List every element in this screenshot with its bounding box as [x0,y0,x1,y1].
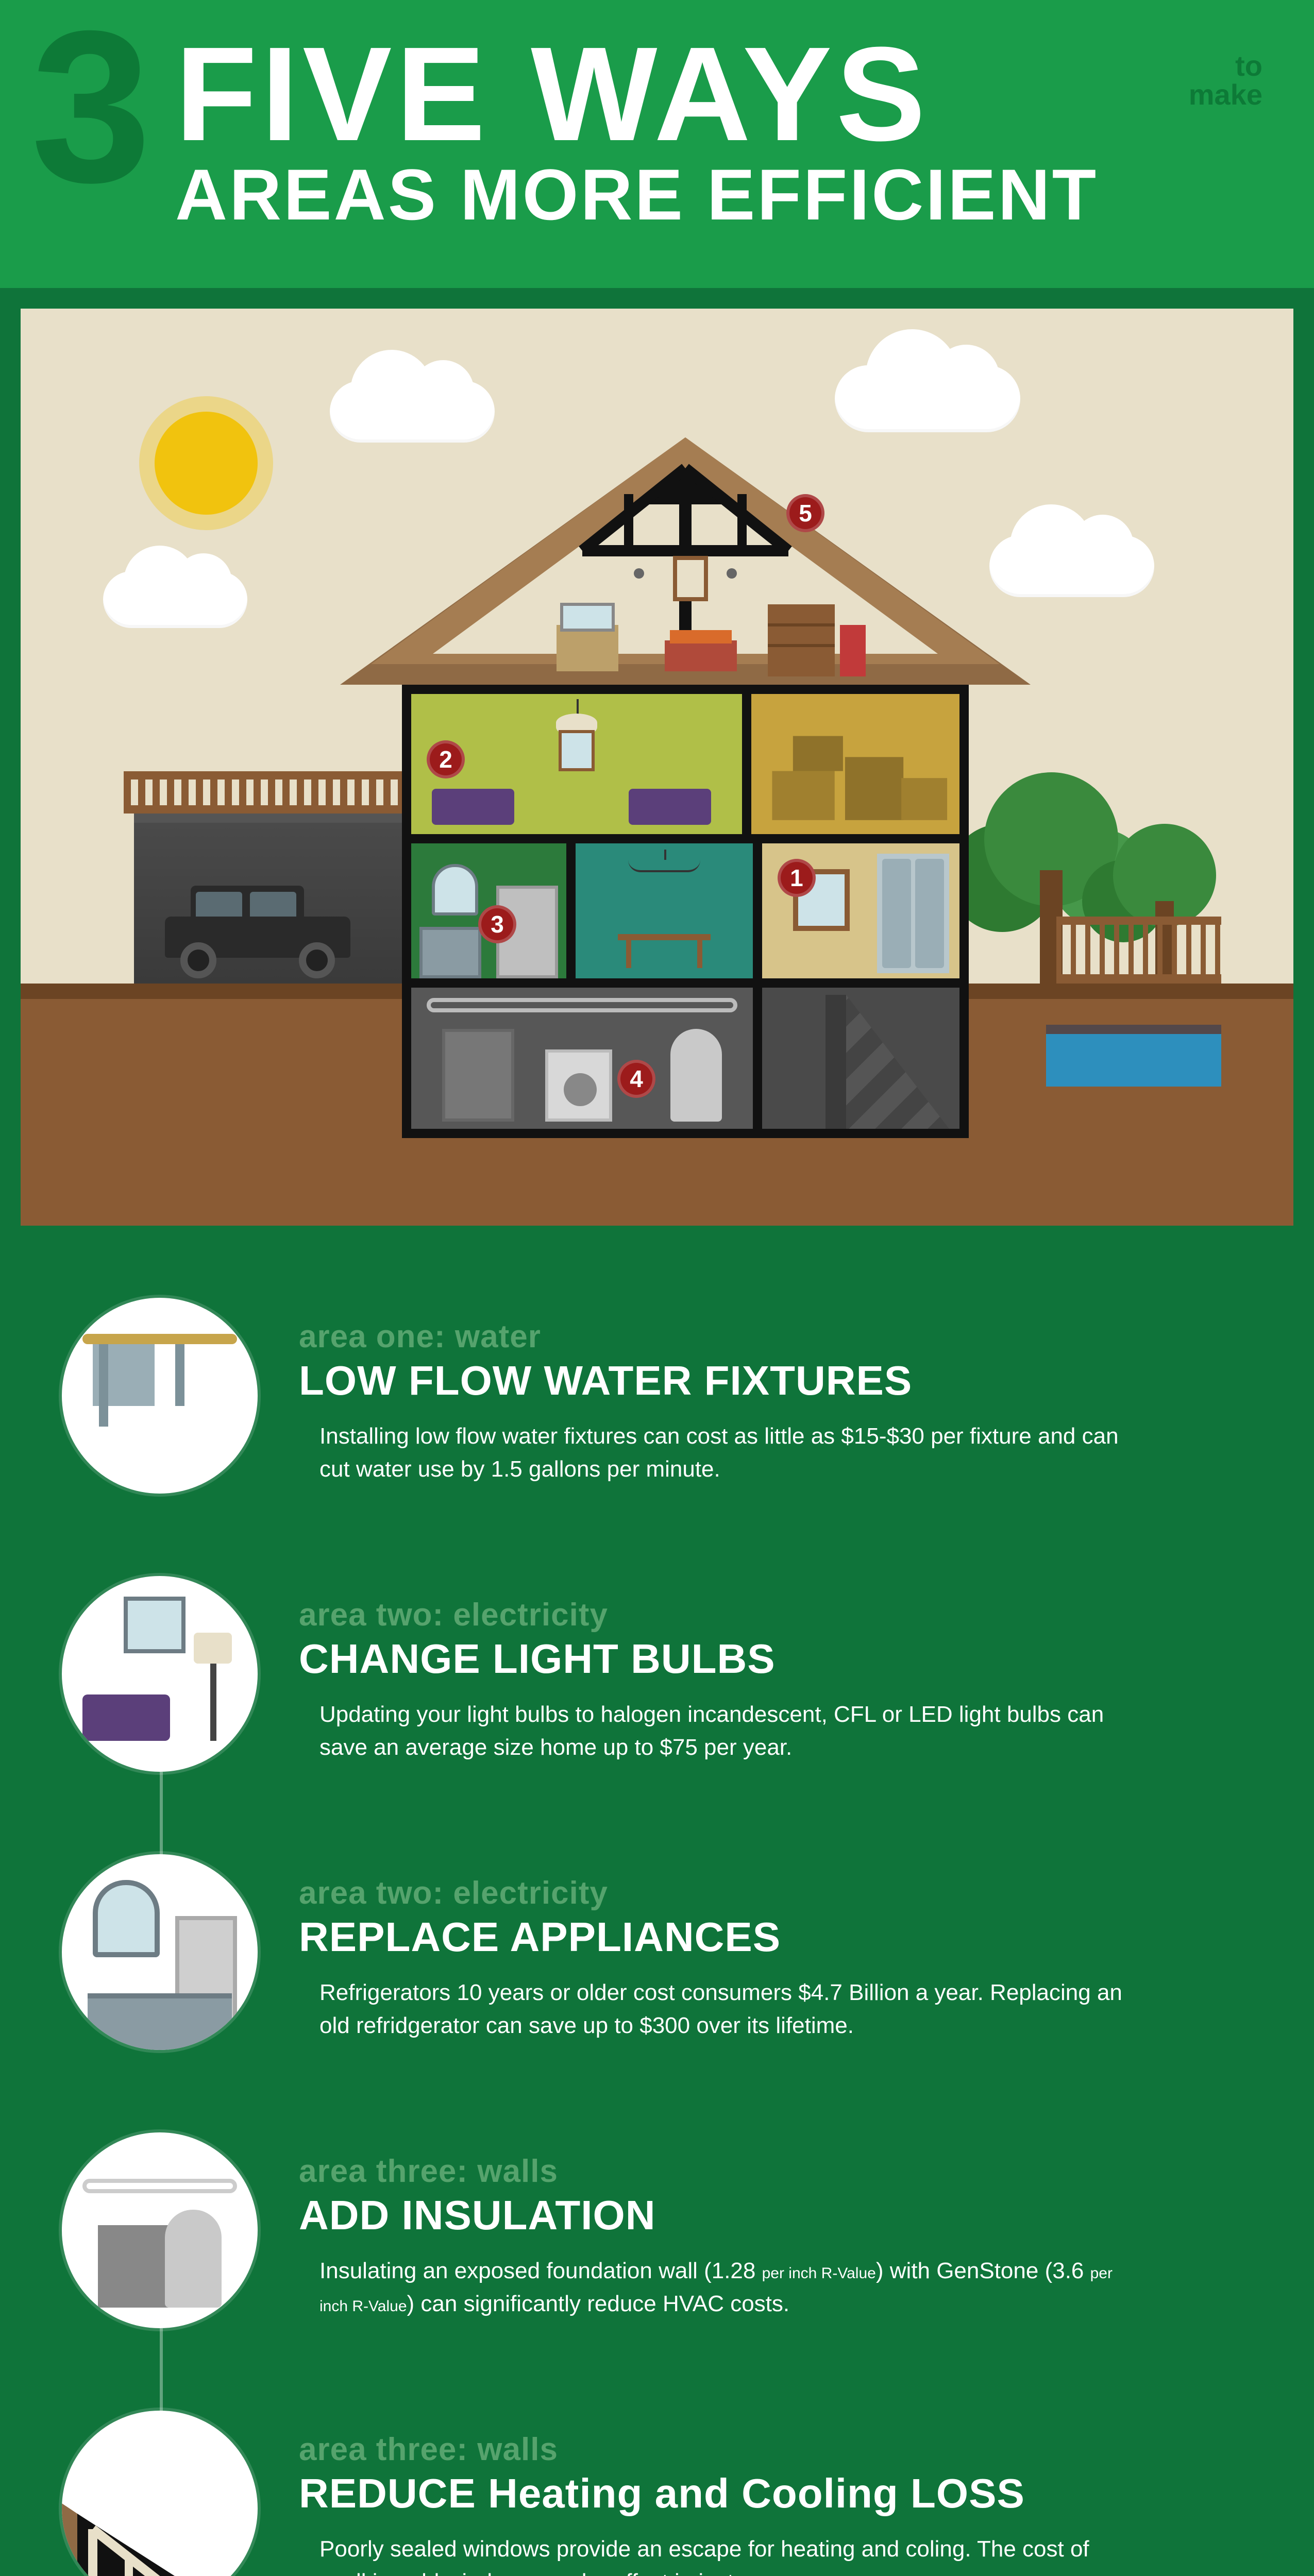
way-item: area two: electricity CHANGE LIGHT BULBS… [62,1576,1252,1772]
dining-table-icon [618,922,711,968]
way-area-label: area one: water [299,1318,1252,1355]
basement: 4 [402,978,969,1138]
window-icon [432,864,478,916]
furnace-icon [442,1029,514,1122]
way-area-label: area two: electricity [299,1875,1252,1911]
way-icon-kitchen [62,1854,258,2050]
car-icon [165,896,350,978]
garage-icon [134,814,402,984]
header-to-make: to make [1189,52,1262,109]
header-make: make [1189,78,1262,111]
area-badge-2: 2 [427,740,465,778]
bathroom: 1 [762,843,959,978]
water-heater-icon [670,1029,722,1122]
washer-icon [545,1049,612,1122]
way-body: Refrigerators 10 years or older cost con… [299,1976,1123,2042]
boxes-icon [751,694,959,834]
way-item: area one: water LOW FLOW WATER FIXTURES … [62,1298,1252,1494]
way-title: CHANGE LIGHT BULBS [299,1635,1252,1683]
utility-room: 4 [411,988,762,1129]
area-badge-1: 1 [778,859,816,897]
attic-room [479,470,891,687]
way-body: Updating your light bulbs to halogen inc… [299,1698,1123,1764]
infographic-root: 3 to make FIVE WAYS AREAS MORE EFFICIENT [0,0,1314,2576]
cabinet-icon [419,927,481,978]
cloud-icon [835,365,1020,432]
window-icon [559,730,595,771]
couch-icon [629,789,711,825]
dining-room [576,843,762,978]
way-area-label: area three: walls [299,2153,1252,2190]
house-illustration: 5 2 [21,309,1293,1226]
floor-2: 2 [402,685,969,834]
way-title: REPLACE APPLIANCES [299,1913,1252,1961]
header-line2: AREAS MORE EFFICIENT [175,153,1273,236]
way-item: area two: electricity REPLACE APPLIANCES… [62,1854,1252,2050]
kitchen-room: 3 [411,843,576,978]
way-title: LOW FLOW WATER FIXTURES [299,1357,1252,1404]
header-text: to make FIVE WAYS AREAS MORE EFFICIENT [175,31,1273,236]
couch-icon [432,789,514,825]
way-body: Insulating an exposed foundation wall (1… [299,2255,1123,2320]
header-banner: 3 to make FIVE WAYS AREAS MORE EFFICIENT [0,0,1314,288]
header-big-number: 3 [31,21,151,194]
area-badge-3: 3 [478,905,516,943]
ways-list: area one: water LOW FLOW WATER FIXTURES … [0,1226,1314,2576]
area-badge-4: 4 [617,1060,655,1098]
shower-icon [877,854,949,973]
pool-icon [1046,1025,1221,1087]
stairs-icon [826,995,949,1129]
way-icon-basement [62,2132,258,2328]
way-icon-living [62,1576,258,1772]
way-title: REDUCE Heating and Cooling LOSS [299,2470,1252,2517]
way-icon-shower [62,1298,258,1494]
header-to: to [1235,49,1262,82]
way-body: Poorly sealed windows provide an escape … [299,2533,1123,2576]
way-item: area three: walls REDUCE Heating and Coo… [62,2411,1252,2576]
chandelier-icon [628,850,700,875]
way-item: area three: walls ADD INSULATION Insulat… [62,2132,1252,2328]
house-cutaway: 5 2 [402,437,969,1159]
header-line1: FIVE WAYS [175,31,1273,158]
way-area-label: area three: walls [299,2431,1252,2468]
way-title: ADD INSULATION [299,2192,1252,2239]
way-icon-roof [62,2411,258,2576]
storage-room [751,694,959,834]
cloud-icon [330,381,495,443]
living-room: 2 [411,694,751,834]
floor-1: 3 1 [402,834,969,978]
stairwell [762,988,959,1129]
way-area-label: area two: electricity [299,1597,1252,1633]
sun-icon [155,412,258,515]
way-body: Installing low flow water fixtures can c… [299,1420,1123,1486]
pipes-icon [427,998,737,1012]
attic-furniture-icon [479,470,891,687]
cloud-icon [103,571,247,628]
deck-icon [1056,917,1221,984]
area-badge-5: 5 [786,494,824,532]
